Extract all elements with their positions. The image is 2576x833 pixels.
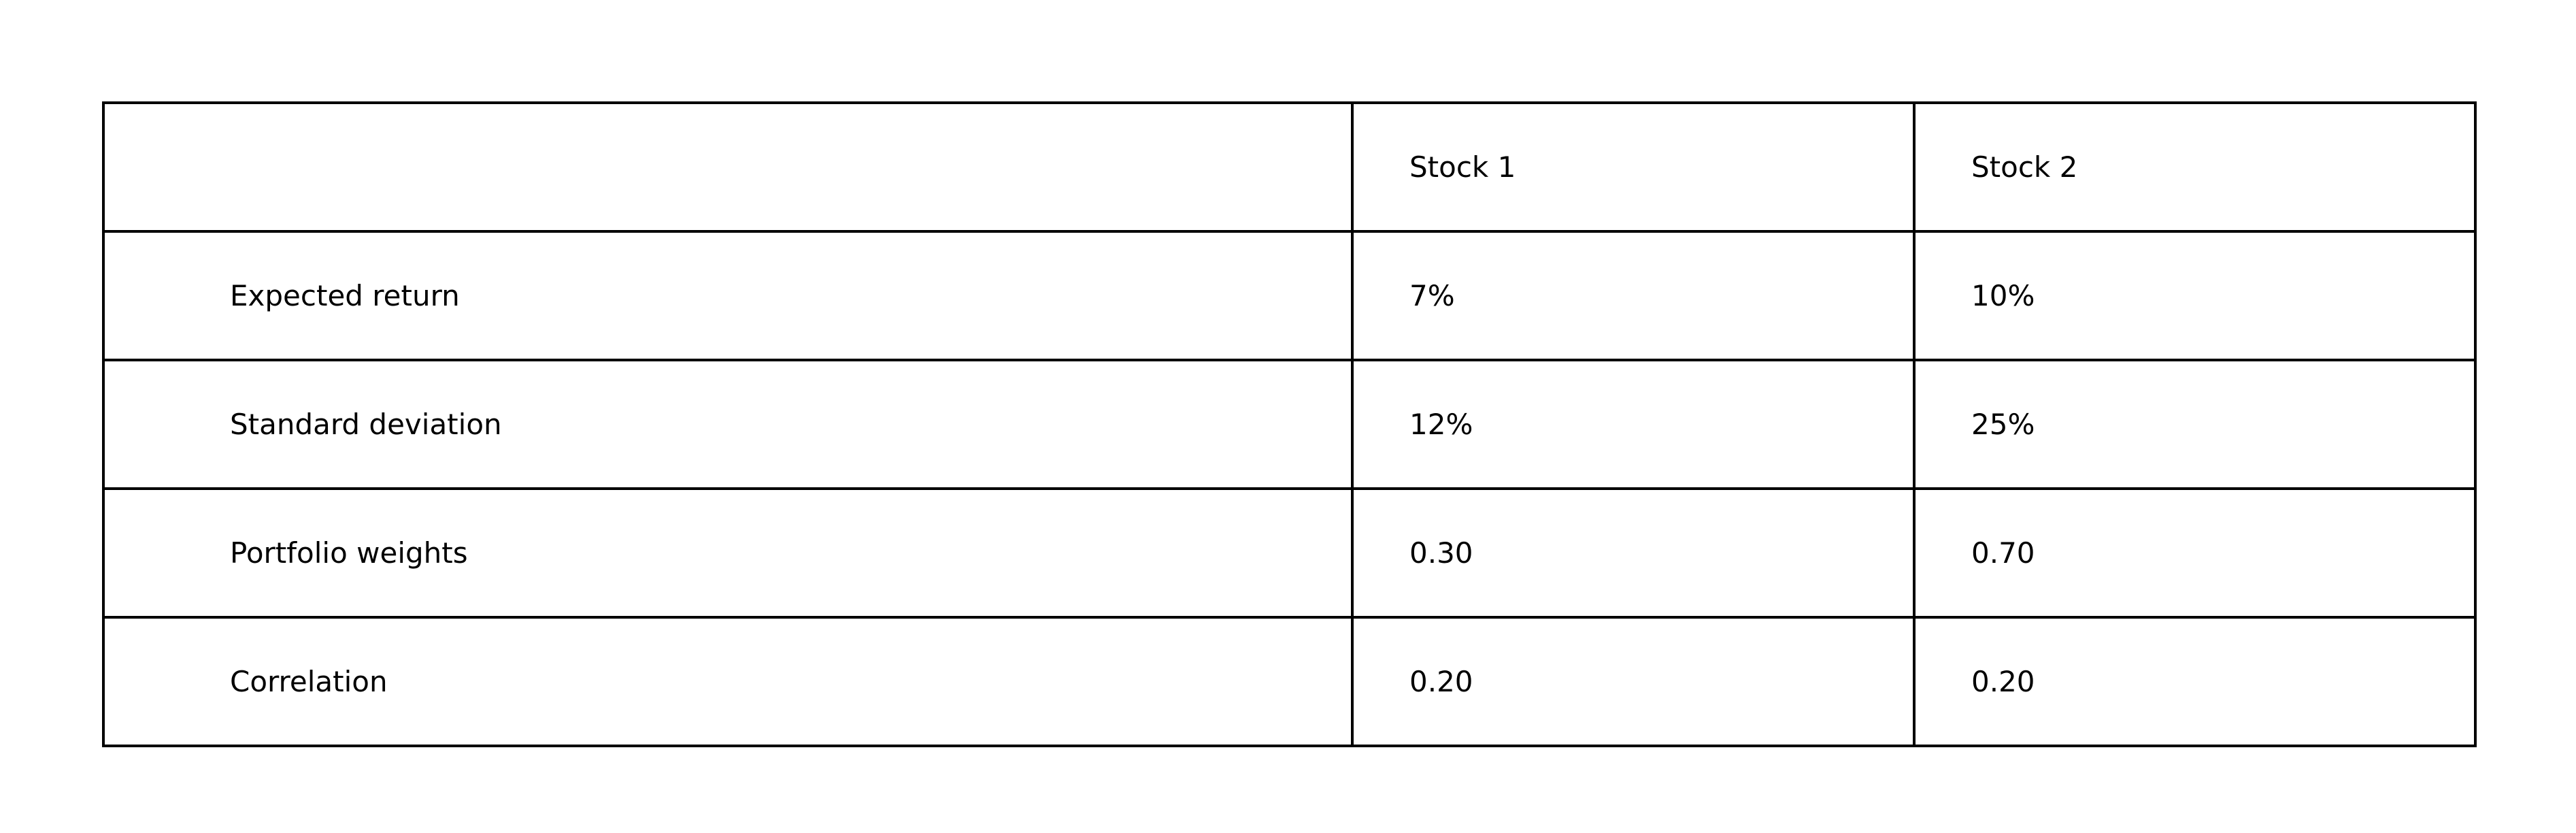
- header-cell-stock-1: Stock 1: [1351, 101, 1916, 233]
- cell-expected-return-stock-2: 10%: [1913, 230, 2477, 361]
- cell-expected-return-stock-1: 7%: [1351, 230, 1916, 361]
- header-cell-empty: [102, 101, 1354, 233]
- table-row-portfolio-weights: Portfolio weights 0.30 0.70: [102, 487, 2477, 619]
- header-cell-stock-2: Stock 2: [1913, 101, 2477, 233]
- table-row-standard-deviation: Standard deviation 12% 25%: [102, 359, 2477, 490]
- table-row-correlation: Correlation 0.20 0.20: [102, 616, 2477, 747]
- table-row-expected-return: Expected return 7% 10%: [102, 230, 2477, 361]
- row-label-standard-deviation: Standard deviation: [102, 359, 1354, 490]
- header-row: Stock 1 Stock 2: [102, 101, 2477, 233]
- cell-portfolio-weights-stock-1: 0.30: [1351, 487, 1916, 619]
- row-label-expected-return: Expected return: [102, 230, 1354, 361]
- row-label-portfolio-weights: Portfolio weights: [102, 487, 1354, 619]
- cell-correlation-stock-2: 0.20: [1913, 616, 2477, 747]
- cell-standard-deviation-stock-2: 25%: [1913, 359, 2477, 490]
- cell-standard-deviation-stock-1: 12%: [1351, 359, 1916, 490]
- row-label-correlation: Correlation: [102, 616, 1354, 747]
- cell-portfolio-weights-stock-2: 0.70: [1913, 487, 2477, 619]
- stock-comparison-table: Stock 1 Stock 2 Expected return 7% 10% S…: [102, 101, 2477, 747]
- cell-correlation-stock-1: 0.20: [1351, 616, 1916, 747]
